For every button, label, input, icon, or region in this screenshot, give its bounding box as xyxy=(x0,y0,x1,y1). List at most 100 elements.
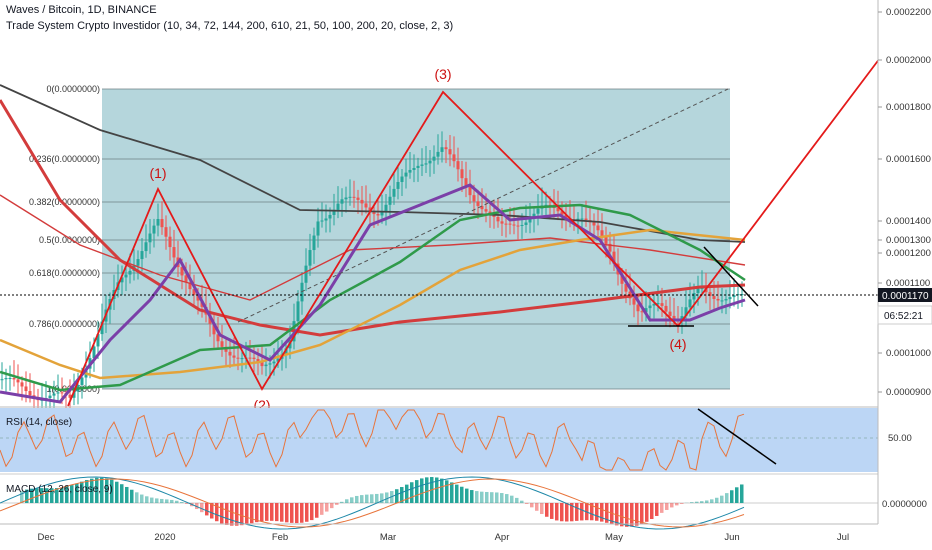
candle-body xyxy=(80,377,84,385)
macd-histogram-bar xyxy=(605,503,609,523)
macd-histogram-bar xyxy=(520,500,524,503)
candle-body xyxy=(472,195,476,202)
macd-histogram-bar xyxy=(525,503,529,504)
macd-histogram-bar xyxy=(45,488,49,503)
candle-body xyxy=(400,176,404,183)
candle-body xyxy=(128,270,132,275)
candle-body xyxy=(260,361,264,367)
fib-level-label: 0.382(0.0000000) xyxy=(29,197,100,207)
macd-histogram-bar xyxy=(495,492,499,503)
price-tick-label: 0.0001600 xyxy=(886,154,931,165)
macd-histogram-bar xyxy=(270,503,274,521)
candle-body xyxy=(196,294,200,301)
candle-body xyxy=(664,305,668,312)
macd-histogram-bar xyxy=(465,488,469,503)
macd-histogram-bar xyxy=(560,503,564,522)
macd-histogram-bar xyxy=(300,503,304,523)
candle-body xyxy=(724,299,728,301)
candle-body xyxy=(500,221,504,224)
macd-histogram-bar xyxy=(120,484,124,503)
resistance-trend-line[interactable] xyxy=(703,246,759,307)
macd-histogram-bar xyxy=(530,503,534,508)
rsi-trend-line[interactable] xyxy=(697,408,777,465)
macd-histogram-bar xyxy=(80,481,84,503)
fib-level-lines xyxy=(102,88,730,390)
macd-histogram-bar xyxy=(230,503,234,526)
fib-retracement-box[interactable] xyxy=(102,89,730,389)
candle-body xyxy=(272,361,276,364)
macd-histogram-bar xyxy=(125,486,129,503)
macd-histogram-bar xyxy=(40,488,44,503)
macd-histogram-bar xyxy=(635,503,639,526)
macd-histogram-bar xyxy=(355,495,359,503)
candle-body xyxy=(476,201,480,206)
macd-histogram-bar xyxy=(310,503,314,521)
candle-body xyxy=(288,341,292,349)
wave-label: (3) xyxy=(434,66,451,82)
macd-histogram-bar xyxy=(350,497,354,503)
candle-body xyxy=(580,218,584,220)
macd-histogram-bar xyxy=(535,503,539,511)
elliott-wave-path[interactable] xyxy=(67,57,881,407)
macd-histogram-bar xyxy=(105,478,109,503)
macd-histogram-bar xyxy=(580,503,584,521)
candle-body xyxy=(392,188,396,197)
candle-body xyxy=(524,222,528,225)
macd-histogram-bar xyxy=(570,503,574,522)
macd-histogram-bar xyxy=(160,498,164,503)
macd-histogram-bar xyxy=(220,503,224,524)
macd-histogram-bar xyxy=(425,477,429,503)
macd-histogram-bar xyxy=(700,501,704,503)
candle-body xyxy=(424,163,428,165)
candle-body xyxy=(620,274,624,284)
macd-pane-label[interactable]: MACD (12, 26, close, 9) xyxy=(6,484,113,495)
macd-histogram-bar xyxy=(490,492,494,503)
ma-line-purple xyxy=(0,183,746,404)
candle-body xyxy=(508,223,512,225)
macd-tick-label: 0.0000000 xyxy=(882,499,927,510)
candle-body xyxy=(668,311,672,316)
fib-level-label: 0.5(0.0000000) xyxy=(39,235,100,245)
macd-histogram-bar xyxy=(345,499,349,503)
macd-histogram-bar xyxy=(95,477,99,503)
macd-histogram-bar xyxy=(405,484,409,503)
macd-histogram-bar xyxy=(100,477,104,503)
time-tick-label: Dec xyxy=(38,532,55,543)
price-tick-label: 0.0001100 xyxy=(886,278,930,289)
candle-body xyxy=(184,275,188,283)
macd-histogram-bar xyxy=(710,499,714,503)
rsi-pane-label[interactable]: RSI (14, close) xyxy=(6,417,73,428)
time-tick-label: Apr xyxy=(495,532,510,543)
candle-body xyxy=(660,303,664,306)
macd-histogram-bar xyxy=(150,497,154,503)
macd-histogram-bar xyxy=(565,503,569,522)
candle-body xyxy=(404,172,408,177)
macd-histogram-bar xyxy=(660,503,664,513)
candle-body xyxy=(648,305,652,309)
macd-histogram-bar xyxy=(370,494,374,503)
macd-histogram-bar xyxy=(505,494,509,503)
candle-body xyxy=(324,218,328,221)
candle-body xyxy=(264,364,268,367)
candle-body xyxy=(20,382,24,387)
candle-body xyxy=(164,227,168,237)
candle-body xyxy=(640,311,644,313)
price-axis[interactable] xyxy=(878,0,932,524)
indicator-legend[interactable]: Trade System Crypto Investidor (10, 34, … xyxy=(6,20,454,32)
candle-body xyxy=(144,242,148,252)
candle-body xyxy=(220,341,224,347)
candle-body xyxy=(432,156,436,161)
macd-histogram-bar xyxy=(275,503,279,522)
macd-histogram-bar xyxy=(20,491,24,503)
ma-line-green xyxy=(0,203,746,392)
macd-histogram-bar xyxy=(260,503,264,522)
candle-body xyxy=(240,358,244,360)
macd-histogram-bar xyxy=(85,479,89,503)
macd-histogram-bar xyxy=(625,503,629,527)
time-tick-label: May xyxy=(605,532,623,543)
candle-body xyxy=(188,282,192,290)
macd-histogram-bar xyxy=(680,503,684,504)
chart-symbol-title: Waves / Bitcoin, 1D, BINANCE xyxy=(6,4,157,16)
candle-body xyxy=(0,379,4,381)
